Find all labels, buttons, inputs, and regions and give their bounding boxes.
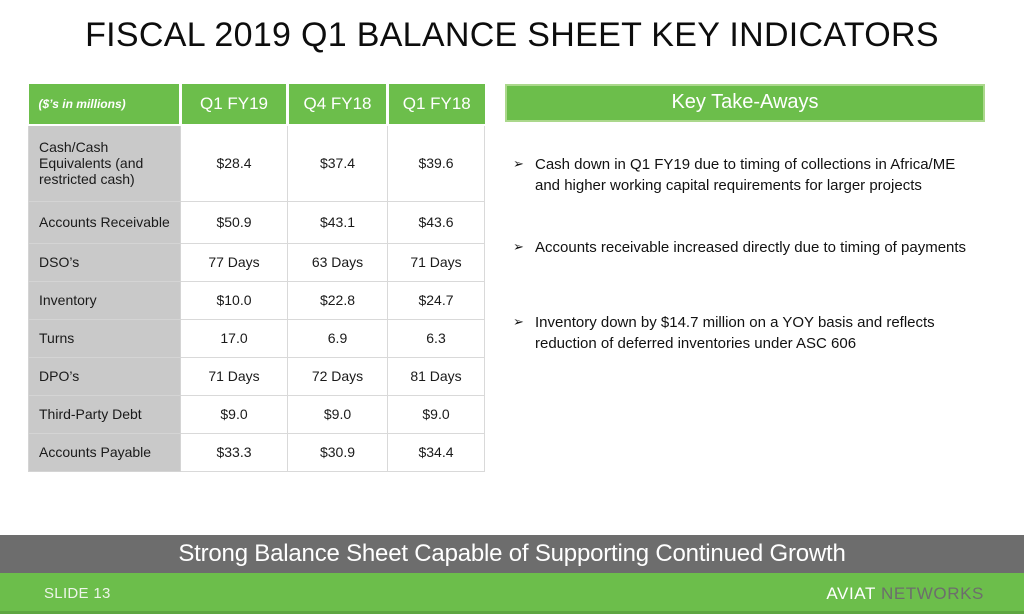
row-label: DPO’s xyxy=(28,356,181,396)
footer-bar: SLIDE 13 AVIAT NETWORKS xyxy=(0,573,1024,614)
row-label: DSO’s xyxy=(28,242,181,282)
slide-title: FISCAL 2019 Q1 BALANCE SHEET KEY INDICAT… xyxy=(85,16,939,54)
arrow-bullet-icon: ➢ xyxy=(513,156,524,171)
cell-value: $24.7 xyxy=(387,280,485,320)
cell-value: $9.0 xyxy=(287,394,388,434)
cell-value: 77 Days xyxy=(180,242,288,282)
cell-value: $50.9 xyxy=(180,200,288,244)
cell-value: 17.0 xyxy=(180,318,288,358)
brand-aviat: AVIAT xyxy=(826,583,876,603)
cell-value: 81 Days xyxy=(387,356,485,396)
cell-value: $22.8 xyxy=(287,280,388,320)
takeaway-item: ➢ Inventory down by $14.7 million on a Y… xyxy=(513,312,983,355)
brand-logo: AVIAT NETWORKS xyxy=(826,584,984,604)
cell-value: $43.1 xyxy=(287,200,388,244)
takeaway-text: Cash down in Q1 FY19 due to timing of co… xyxy=(535,156,956,195)
table-header-units: ($’s in millions) xyxy=(28,84,181,126)
table-row: Inventory $10.0 $22.8 $24.7 xyxy=(28,280,485,320)
table-row: Third-Party Debt $9.0 $9.0 $9.0 xyxy=(28,394,485,434)
cell-value: $39.6 xyxy=(387,124,485,202)
table-row: Turns 17.0 6.9 6.3 xyxy=(28,318,485,358)
cell-value: $9.0 xyxy=(180,394,288,434)
table-header-q1fy19: Q1 FY19 xyxy=(179,84,288,126)
cell-value: $34.4 xyxy=(387,432,485,472)
arrow-bullet-icon: ➢ xyxy=(513,313,524,329)
cell-value: $33.3 xyxy=(180,432,288,472)
cell-value: 63 Days xyxy=(287,242,388,282)
cell-value: 71 Days xyxy=(387,242,485,282)
row-label: Cash/Cash Equivalents (and restricted ca… xyxy=(28,124,181,202)
table-row: Cash/Cash Equivalents (and restricted ca… xyxy=(28,124,485,202)
cell-value: $9.0 xyxy=(387,394,485,434)
cell-value: 72 Days xyxy=(287,356,388,396)
table-row: Accounts Payable $33.3 $30.9 $34.4 xyxy=(28,432,485,472)
table-header-q1fy18: Q1 FY18 xyxy=(386,84,485,126)
takeaways-list: ➢ Cash down in Q1 FY19 due to timing of … xyxy=(513,154,983,354)
table-row: Accounts Receivable $50.9 $43.1 $43.6 xyxy=(28,200,485,244)
table-row: DPO’s 71 Days 72 Days 81 Days xyxy=(28,356,485,396)
takeaways-header: Key Take-Aways xyxy=(505,84,985,122)
takeaway-item: ➢ Cash down in Q1 FY19 due to timing of … xyxy=(513,154,983,197)
table-header-row: ($’s in millions) Q1 FY19 Q4 FY18 Q1 FY1… xyxy=(28,84,485,126)
table-header-q4fy18: Q4 FY18 xyxy=(286,84,388,126)
takeaway-text: Accounts receivable increased directly d… xyxy=(535,238,967,256)
cell-value: 71 Days xyxy=(180,356,288,396)
cell-value: 6.9 xyxy=(287,318,388,358)
takeaway-text: Inventory down by $14.7 million on a YOY… xyxy=(535,313,935,353)
summary-banner: Strong Balance Sheet Capable of Supporti… xyxy=(0,535,1024,573)
takeaway-item: ➢ Accounts receivable increased directly… xyxy=(513,237,983,258)
cell-value: $37.4 xyxy=(287,124,388,202)
cell-value: $28.4 xyxy=(180,124,288,202)
balance-sheet-table-wrap: ($’s in millions) Q1 FY19 Q4 FY18 Q1 FY1… xyxy=(28,84,485,472)
slide-number: SLIDE 13 xyxy=(44,585,111,602)
cell-value: $30.9 xyxy=(287,432,388,472)
cell-value: $43.6 xyxy=(387,200,485,244)
balance-sheet-table: ($’s in millions) Q1 FY19 Q4 FY18 Q1 FY1… xyxy=(28,84,485,472)
row-label: Accounts Payable xyxy=(28,432,181,472)
brand-networks: NETWORKS xyxy=(880,583,984,603)
row-label: Turns xyxy=(28,318,181,358)
table-row: DSO’s 77 Days 63 Days 71 Days xyxy=(28,242,485,282)
row-label: Inventory xyxy=(28,280,181,320)
cell-value: $10.0 xyxy=(180,280,288,320)
cell-value: 6.3 xyxy=(387,318,485,358)
row-label: Accounts Receivable xyxy=(28,200,181,244)
arrow-bullet-icon: ➢ xyxy=(513,238,524,254)
row-label: Third-Party Debt xyxy=(28,394,181,434)
